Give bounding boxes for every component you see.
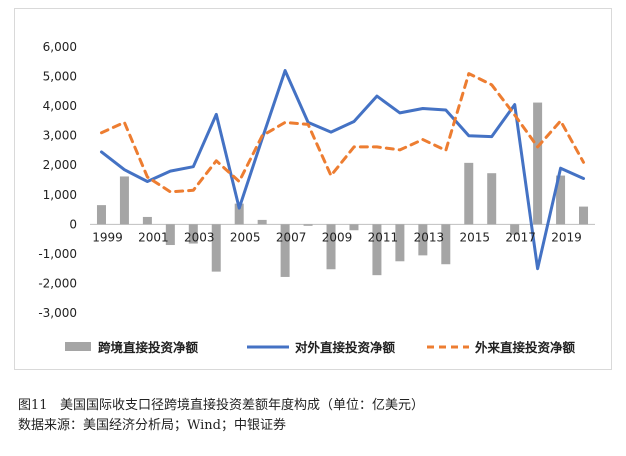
bar-2002 — [165, 224, 175, 246]
bar-2001 — [142, 216, 152, 225]
legend-label: 跨境直接投资净额 — [98, 340, 199, 355]
legend-label: 对外直接投资净额 — [295, 340, 396, 355]
y-tick-label: -2,000 — [38, 276, 77, 290]
bar-series — [96, 102, 589, 277]
bar-2019 — [556, 175, 566, 225]
bar-1999 — [96, 205, 106, 225]
figure-number: 图11 — [18, 398, 48, 413]
line-series — [100, 69, 585, 271]
chart-frame: 6,000 5,000 4,000 3,000 2,000 1,000 0 -1,000 -2,… — [14, 8, 612, 370]
x-tick-label: 2011 — [368, 230, 399, 244]
legend-swatch-bar — [65, 342, 91, 351]
y-tick-label: 2,000 — [43, 158, 77, 172]
bar-2012 — [395, 224, 405, 262]
bar-2013 — [418, 224, 428, 256]
x-tick-label: 1999 — [92, 230, 123, 244]
bar-2008 — [303, 224, 313, 226]
y-tick-label: 5,000 — [43, 70, 77, 84]
data-source: 数据来源：美国经济分析局；Wind；中银证券 — [18, 418, 286, 433]
y-tick-label: 4,000 — [43, 99, 77, 113]
bar-2009 — [326, 224, 336, 270]
legend-label: 外来直接投资净额 — [474, 340, 576, 355]
y-axis-ticks: 6,000 5,000 4,000 3,000 2,000 1,000 0 -1,000 -2,… — [38, 40, 77, 320]
x-tick-label: 2015 — [459, 230, 490, 244]
bar-2015 — [464, 162, 474, 225]
bar-2005 — [234, 203, 244, 225]
bar-2006 — [257, 219, 267, 225]
bar-2016 — [487, 173, 497, 225]
bar-2018 — [533, 102, 543, 225]
x-tick-label: 2017 — [505, 230, 536, 244]
y-tick-label: -1,000 — [38, 247, 77, 261]
y-tick-label: 3,000 — [43, 129, 77, 143]
legend: 跨境直接投资净额 对外直接投资净额 外来直接投资净额 — [65, 340, 576, 355]
figure-caption: 图11 美国国际收支口径跨境直接投资差额年度构成（单位：亿美元） — [18, 394, 424, 413]
x-tick-label: 2001 — [138, 230, 169, 244]
bar-2020 — [579, 206, 589, 225]
x-tick-label: 2009 — [322, 230, 353, 244]
x-tick-label: 2003 — [184, 230, 215, 244]
bar-2014 — [441, 224, 451, 265]
bar-2000 — [119, 176, 129, 225]
bar-2010 — [349, 224, 359, 231]
bar-2011 — [372, 224, 382, 276]
chart-plot: 6,000 5,000 4,000 3,000 2,000 1,000 0 -1,000 -2,… — [38, 40, 595, 355]
inward-fdi-line — [100, 72, 585, 194]
y-tick-label: 0 — [69, 217, 77, 231]
bar-2004 — [211, 224, 221, 272]
y-tick-label: -3,000 — [38, 306, 77, 320]
y-tick-label: 6,000 — [43, 40, 77, 54]
x-tick-label: 2005 — [230, 230, 261, 244]
y-tick-label: 1,000 — [43, 188, 77, 202]
bar-2017 — [510, 224, 520, 235]
x-tick-label: 2007 — [276, 230, 307, 244]
bar-2003 — [188, 224, 198, 244]
outward-fdi-line — [100, 69, 585, 271]
x-tick-label: 2019 — [551, 230, 582, 244]
x-axis-ticks: 1999 2001 2003 2005 2007 2009 2011 2013 2015 2017… — [92, 230, 582, 244]
bar-2007 — [280, 224, 290, 277]
figure-title: 美国国际收支口径跨境直接投资差额年度构成（单位：亿美元） — [59, 398, 424, 413]
x-tick-label: 2013 — [414, 230, 445, 244]
